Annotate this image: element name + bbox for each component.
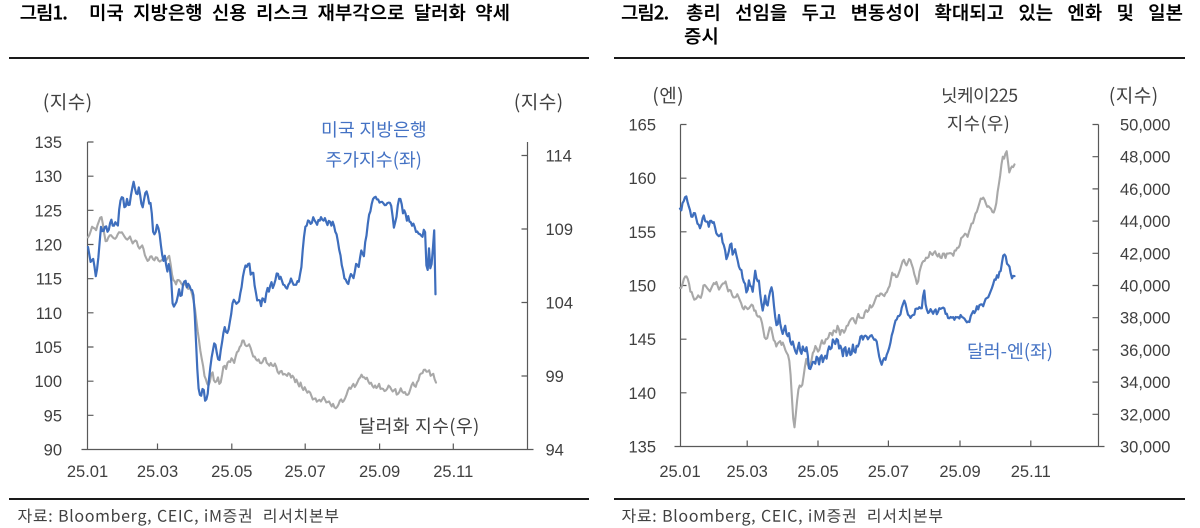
svg-text:105: 105 bbox=[34, 339, 62, 357]
svg-text:104: 104 bbox=[546, 295, 574, 313]
svg-text:44,000: 44,000 bbox=[1120, 213, 1170, 231]
svg-text:25.09: 25.09 bbox=[939, 463, 980, 481]
svg-text:94: 94 bbox=[546, 442, 564, 460]
svg-text:25.11: 25.11 bbox=[1011, 463, 1051, 481]
svg-text:155: 155 bbox=[628, 224, 656, 242]
svg-text:25.05: 25.05 bbox=[797, 463, 838, 481]
svg-text:46,000: 46,000 bbox=[1120, 181, 1170, 199]
svg-text:99: 99 bbox=[546, 368, 564, 386]
svg-text:100: 100 bbox=[34, 373, 62, 391]
svg-text:165: 165 bbox=[628, 117, 656, 135]
svg-text:32,000: 32,000 bbox=[1120, 406, 1170, 424]
svg-text:140: 140 bbox=[628, 385, 656, 403]
svg-text:25.01: 25.01 bbox=[67, 463, 108, 481]
svg-text:25.05: 25.05 bbox=[211, 463, 252, 481]
svg-text:160: 160 bbox=[628, 170, 656, 188]
svg-text:25.11: 25.11 bbox=[433, 463, 473, 481]
svg-text:95: 95 bbox=[44, 407, 62, 425]
svg-text:125: 125 bbox=[34, 202, 62, 220]
svg-text:42,000: 42,000 bbox=[1120, 245, 1170, 263]
svg-text:109: 109 bbox=[546, 221, 574, 239]
svg-text:30,000: 30,000 bbox=[1120, 439, 1170, 457]
svg-text:50,000: 50,000 bbox=[1120, 117, 1170, 135]
svg-text:25.07: 25.07 bbox=[868, 463, 909, 481]
svg-text:120: 120 bbox=[34, 237, 62, 255]
svg-text:115: 115 bbox=[36, 271, 62, 289]
svg-text:90: 90 bbox=[44, 442, 62, 460]
svg-text:25.01: 25.01 bbox=[659, 463, 700, 481]
svg-text:130: 130 bbox=[34, 168, 62, 186]
svg-text:34,000: 34,000 bbox=[1120, 374, 1170, 392]
svg-text:25.09: 25.09 bbox=[359, 463, 400, 481]
svg-text:135: 135 bbox=[628, 439, 656, 457]
svg-text:25.03: 25.03 bbox=[137, 463, 178, 481]
svg-text:135: 135 bbox=[34, 134, 62, 152]
svg-text:25.03: 25.03 bbox=[727, 463, 768, 481]
svg-text:48,000: 48,000 bbox=[1120, 149, 1170, 167]
svg-text:38,000: 38,000 bbox=[1120, 310, 1170, 328]
svg-text:145: 145 bbox=[628, 331, 656, 349]
svg-text:25.07: 25.07 bbox=[285, 463, 326, 481]
svg-text:150: 150 bbox=[628, 278, 656, 296]
svg-text:40,000: 40,000 bbox=[1120, 278, 1170, 296]
svg-text:36,000: 36,000 bbox=[1120, 342, 1170, 360]
svg-text:110: 110 bbox=[36, 305, 62, 323]
svg-text:114: 114 bbox=[546, 148, 572, 166]
